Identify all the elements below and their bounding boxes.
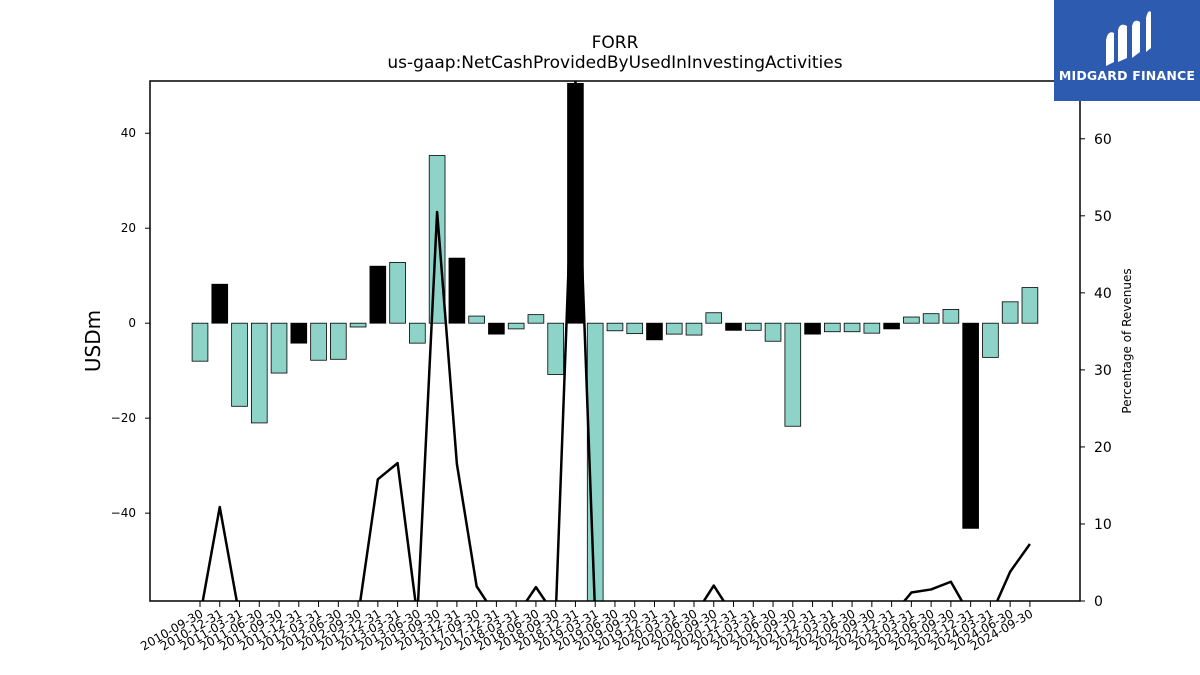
right-axis: 0 10 20 30 40 50 60 [1080, 132, 1112, 610]
bar [290, 322, 308, 344]
bar [744, 322, 762, 331]
y2-tick-label: 40 [1094, 286, 1112, 302]
bar [389, 262, 406, 324]
midgard-m-logo-icon [1106, 11, 1151, 66]
bar [606, 322, 624, 332]
y2-tick-label: 30 [1094, 363, 1112, 379]
y-tick-label: −20 [111, 411, 136, 425]
bar [409, 322, 426, 344]
bar [369, 265, 387, 324]
bar [764, 322, 782, 342]
bar [804, 322, 821, 335]
y2-tick-label: 60 [1094, 132, 1112, 148]
midgard-logo: MIDGARD FINANCE [1054, 0, 1200, 101]
bar [250, 322, 268, 424]
bar [211, 283, 229, 324]
bar [705, 312, 723, 324]
bar [843, 322, 861, 333]
y2-tick-label: 0 [1094, 594, 1103, 610]
bar [1001, 301, 1019, 324]
bar [824, 322, 841, 333]
bar [982, 322, 999, 358]
bar [330, 322, 347, 360]
bar [1021, 287, 1039, 324]
bar [507, 322, 525, 330]
bar [231, 322, 248, 407]
left-axis: −40 −20 0 20 40 [111, 126, 150, 520]
bar [527, 314, 545, 324]
bar [488, 322, 505, 335]
y-axis-label: USDm [81, 310, 105, 372]
bar [685, 322, 703, 336]
bar [547, 322, 564, 375]
bar [863, 322, 881, 334]
bar [903, 316, 920, 324]
bar [665, 322, 683, 335]
x-axis: 2010-09-302010-12-312011-03-312011-06-30… [138, 601, 1035, 653]
y2-tick-label: 20 [1094, 440, 1112, 456]
bar [883, 322, 900, 330]
bar [349, 322, 367, 328]
y-tick-label: −40 [111, 506, 136, 520]
bar [448, 257, 466, 324]
bar [310, 322, 327, 361]
bar [942, 309, 960, 324]
y-tick-label: 40 [121, 126, 136, 140]
y2-axis-label: Percentage of Revenues [1120, 268, 1134, 413]
y-tick-label: 0 [128, 316, 136, 330]
bar [962, 322, 979, 529]
y-tick-label: 20 [121, 221, 136, 235]
chart-title: FORR [592, 33, 639, 53]
bar [626, 322, 644, 335]
plot-frame [149, 80, 1081, 602]
chart-subtitle: us-gaap:NetCashProvidedByUsedInInvesting… [387, 53, 842, 73]
logo-text: MIDGARD FINANCE [1058, 68, 1196, 83]
bars-layer [191, 82, 1039, 601]
y2-tick-label: 50 [1094, 209, 1112, 225]
bar [784, 322, 802, 427]
bar [468, 315, 485, 324]
bar [922, 313, 940, 324]
bar [191, 322, 209, 362]
y2-tick-label: 10 [1094, 517, 1112, 533]
bar [725, 322, 742, 331]
bar [646, 322, 663, 341]
bar [270, 322, 288, 374]
